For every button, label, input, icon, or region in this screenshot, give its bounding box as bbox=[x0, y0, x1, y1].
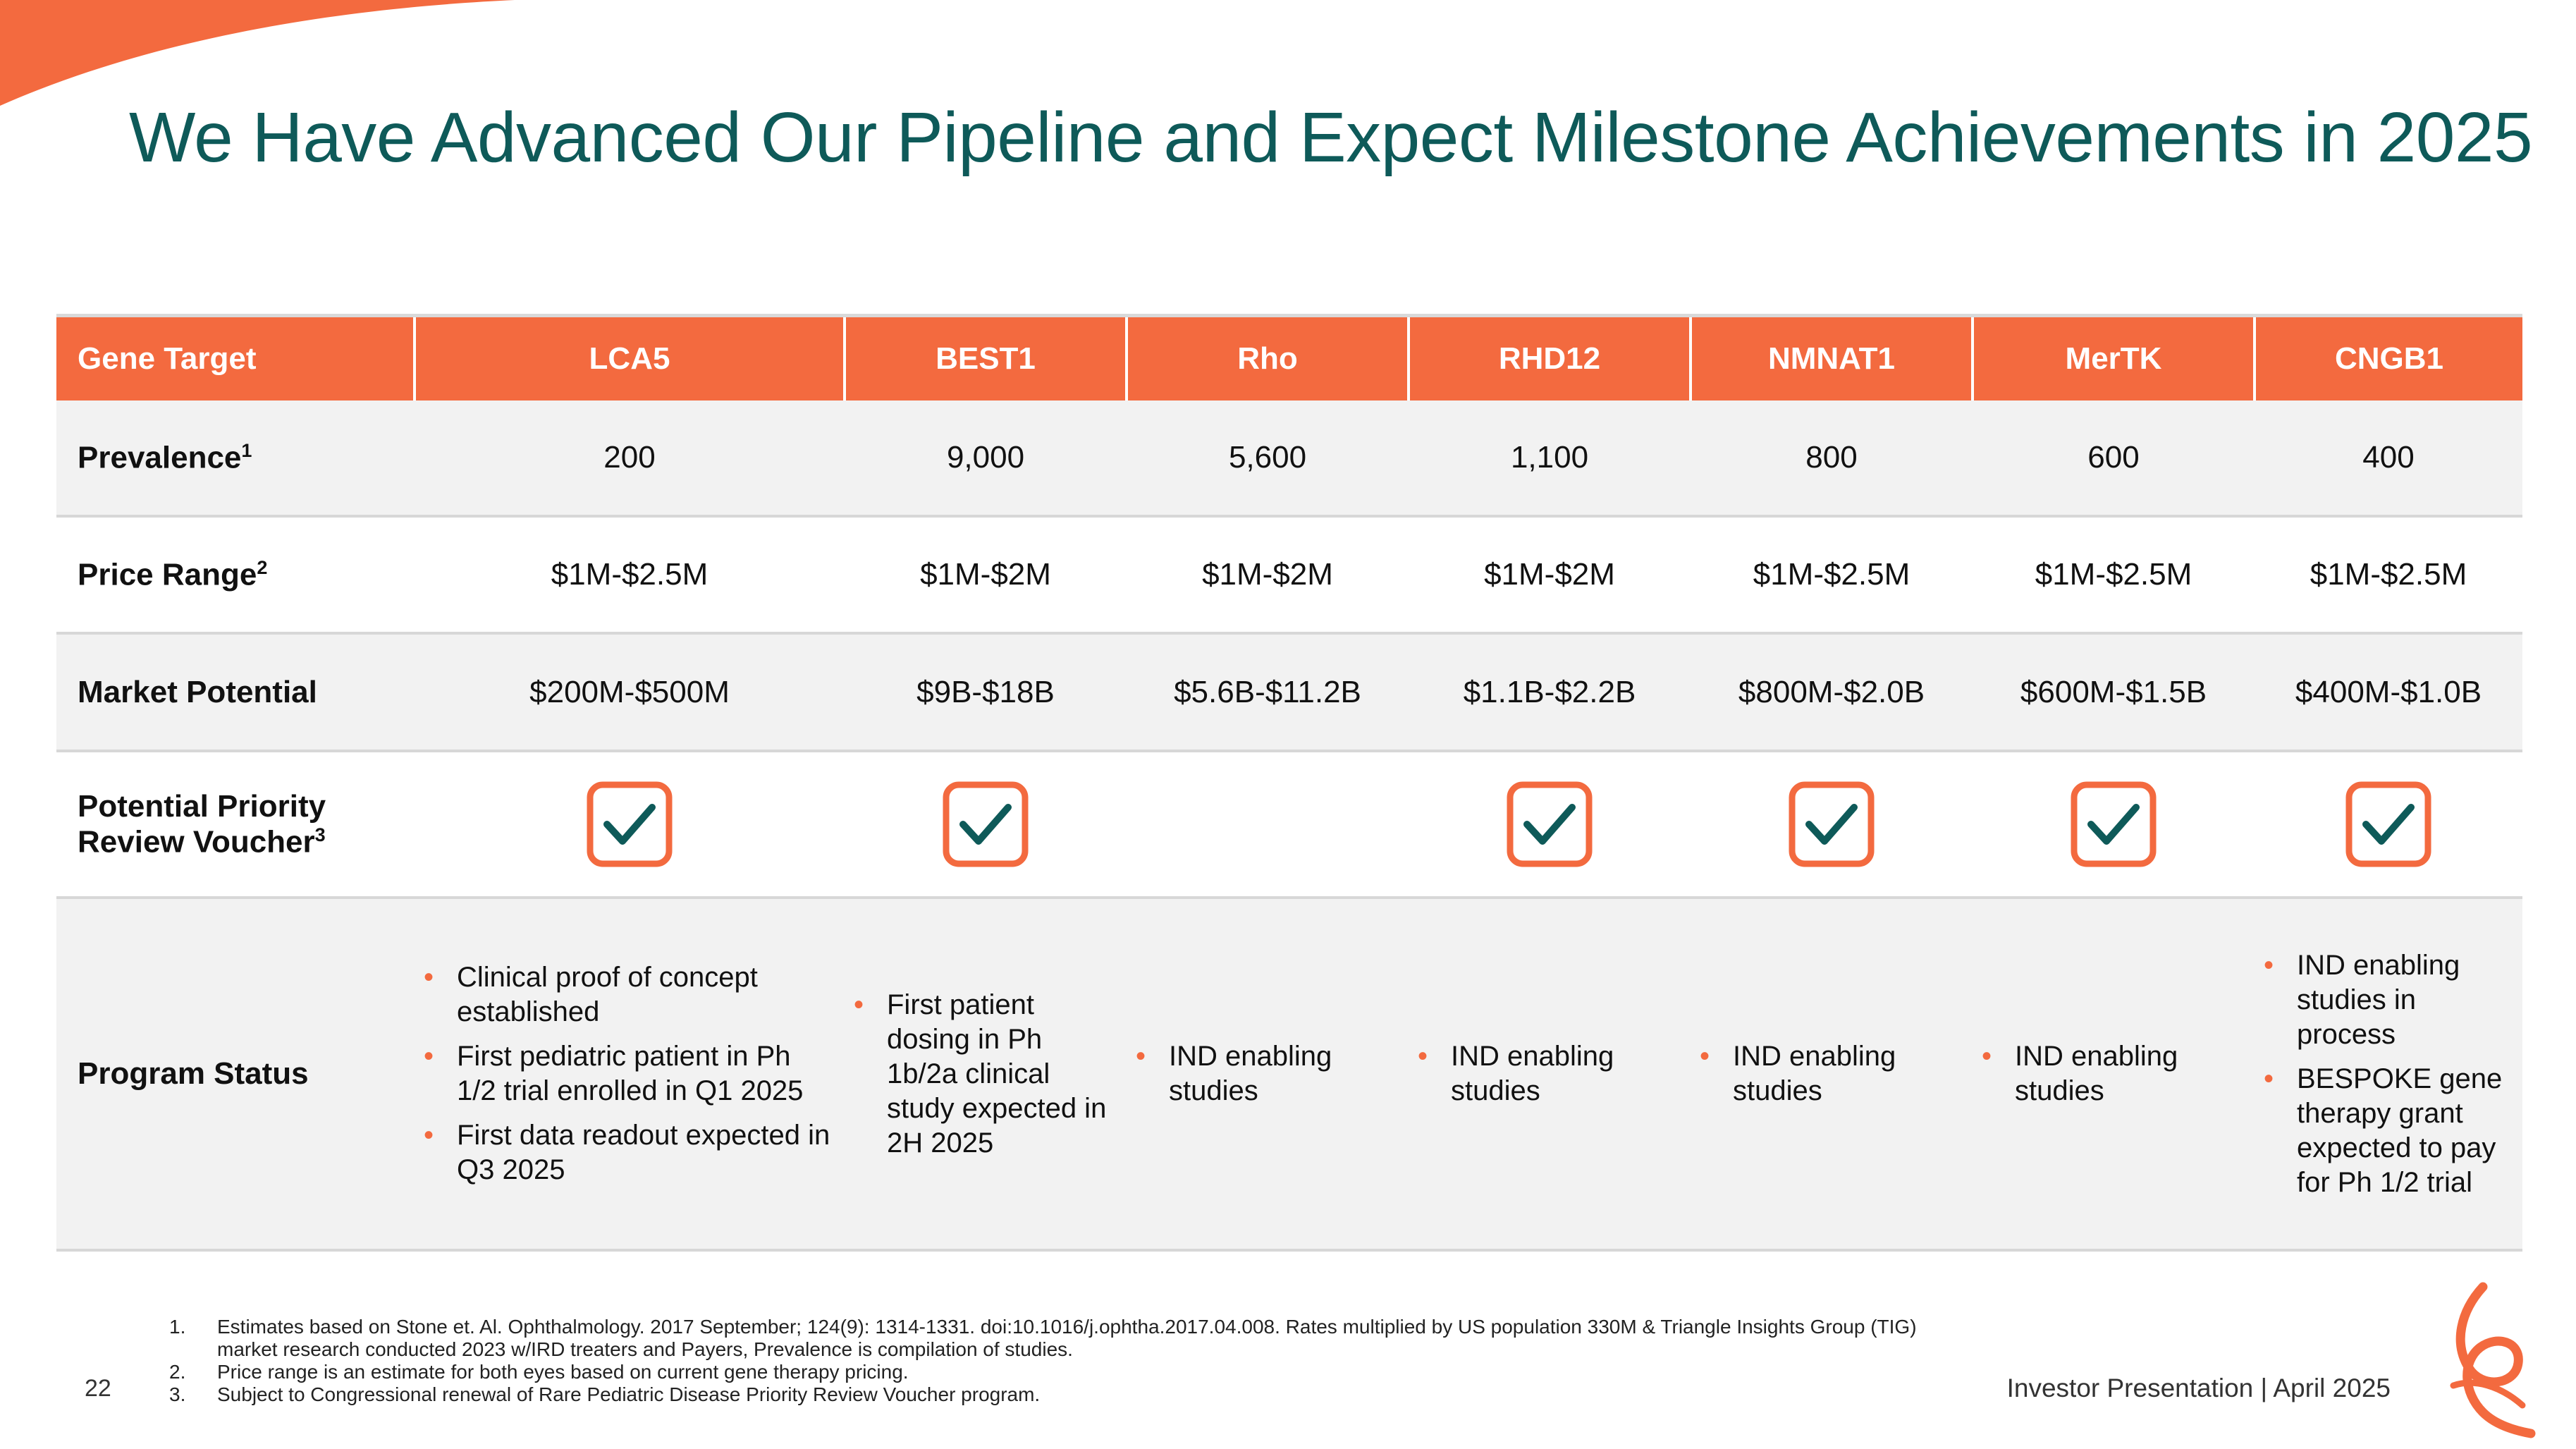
priority-voucher-row: Potential Priority Review Voucher3 bbox=[56, 751, 2522, 899]
target-rho: Rho bbox=[1125, 314, 1409, 401]
market-potential-label: Market Potential bbox=[56, 633, 415, 752]
price-range-cell: $1M-$2M bbox=[1409, 516, 1691, 635]
status-list: IND enabling studies bbox=[1127, 1039, 1409, 1108]
target-mertk: MerTK bbox=[1971, 314, 2255, 401]
prevalence-cell: 9,000 bbox=[845, 401, 1127, 518]
prevalence-label: Prevalence1 bbox=[56, 401, 415, 518]
prevalence-cell: 400 bbox=[2255, 401, 2522, 518]
status-item: IND enabling studies in process bbox=[2255, 948, 2510, 1052]
checkbox-checked-icon bbox=[1507, 781, 1593, 867]
voucher-cell bbox=[1973, 751, 2255, 899]
market-potential-cell: $800M-$2.0B bbox=[1691, 633, 1973, 752]
target-nmnat1: NMNAT1 bbox=[1689, 314, 1973, 401]
footer-label: Investor Presentation | April 2025 bbox=[2006, 1374, 2391, 1402]
price-range-label: Price Range2 bbox=[56, 516, 415, 635]
target-cngb1: CNGB1 bbox=[2253, 314, 2522, 401]
price-range-cell: $1M-$2.5M bbox=[415, 516, 845, 635]
checkbox-checked-icon bbox=[2071, 781, 2157, 867]
status-cell: First patient dosing in Ph 1b/2a clinica… bbox=[845, 898, 1127, 1252]
status-list: IND enabling studies bbox=[1973, 1039, 2255, 1108]
status-item: Clinical proof of concept established bbox=[415, 960, 832, 1029]
market-potential-cell: $5.6B-$11.2B bbox=[1127, 633, 1409, 752]
status-item: IND enabling studies bbox=[1127, 1039, 1396, 1108]
status-item: IND enabling studies bbox=[1691, 1039, 1960, 1108]
checkbox-checked-icon bbox=[1789, 781, 1875, 867]
corner-swoosh-decoration bbox=[0, 0, 515, 106]
prevalence-row: Prevalence1 200 9,000 5,600 1,100 800 60… bbox=[56, 401, 2522, 518]
program-status-label: Program Status bbox=[56, 898, 415, 1252]
page-title: We Have Advanced Our Pipeline and Expect… bbox=[129, 98, 2533, 177]
market-potential-cell: $1.1B-$2.2B bbox=[1409, 633, 1691, 752]
price-range-cell: $1M-$2.5M bbox=[1973, 516, 2255, 635]
status-list: IND enabling studies bbox=[1409, 1039, 1691, 1108]
page-number: 22 bbox=[85, 1375, 111, 1402]
market-potential-cell: $9B-$18B bbox=[845, 633, 1127, 752]
voucher-cell bbox=[1691, 751, 1973, 899]
market-potential-cell: $200M-$500M bbox=[415, 633, 845, 752]
status-cell: Clinical proof of concept established Fi… bbox=[415, 898, 845, 1252]
footnote: 2. Price range is an estimate for both ey… bbox=[169, 1361, 909, 1383]
voucher-cell bbox=[415, 751, 845, 899]
header-row: Gene Target LCA5 BEST1 Rho RHD12 NMNAT1 … bbox=[56, 314, 2522, 401]
status-cell: IND enabling studies bbox=[1127, 898, 1409, 1252]
price-range-row: Price Range2 $1M-$2.5M $1M-$2M $1M-$2M $… bbox=[56, 516, 2522, 635]
status-list: IND enabling studies in process BESPOKE … bbox=[2255, 948, 2522, 1200]
voucher-cell bbox=[2255, 751, 2522, 899]
status-cell: IND enabling studies bbox=[1691, 898, 1973, 1252]
prevalence-cell: 800 bbox=[1691, 401, 1973, 518]
footnote: 1. Estimates based on Stone et. Al. Ophth… bbox=[169, 1316, 1917, 1360]
status-cell: IND enabling studies in process BESPOKE … bbox=[2255, 898, 2522, 1252]
price-range-cell: $1M-$2.5M bbox=[2255, 516, 2522, 635]
status-item: BESPOKE gene therapy grant expected to p… bbox=[2255, 1062, 2510, 1200]
footnote: 3. Subject to Congressional renewal of Ra… bbox=[169, 1383, 1041, 1405]
program-status-row: Program Status Clinical proof of concept… bbox=[56, 898, 2522, 1252]
market-potential-cell: $600M-$1.5B bbox=[1973, 633, 2255, 752]
price-range-cell: $1M-$2.5M bbox=[1691, 516, 1973, 635]
status-item: First data readout expected in Q3 2025 bbox=[415, 1118, 832, 1187]
voucher-cell bbox=[845, 751, 1127, 899]
prevalence-cell: 600 bbox=[1973, 401, 2255, 518]
status-list: First patient dosing in Ph 1b/2a clinica… bbox=[845, 988, 1127, 1161]
status-item: IND enabling studies bbox=[1973, 1039, 2242, 1108]
checkbox-checked-icon bbox=[943, 781, 1029, 867]
prevalence-cell: 5,600 bbox=[1127, 401, 1409, 518]
status-cell: IND enabling studies bbox=[1973, 898, 2255, 1252]
prevalence-cell: 200 bbox=[415, 401, 845, 518]
price-range-cell: $1M-$2M bbox=[1127, 516, 1409, 635]
voucher-cell bbox=[1409, 751, 1691, 899]
footnotes: 1. Estimates based on Stone et. Al. Ophth… bbox=[169, 1316, 1932, 1406]
price-range-cell: $1M-$2M bbox=[845, 516, 1127, 635]
checkbox-checked-icon bbox=[2345, 781, 2431, 867]
target-rhd12: RHD12 bbox=[1407, 314, 1691, 401]
prevalence-cell: 1,100 bbox=[1409, 401, 1691, 518]
checkbox-checked-icon bbox=[587, 781, 673, 867]
status-list: Clinical proof of concept established Fi… bbox=[415, 960, 845, 1187]
status-item: First patient dosing in Ph 1b/2a clinica… bbox=[845, 988, 1114, 1161]
pipeline-table: Gene Target LCA5 BEST1 Rho RHD12 NMNAT1 … bbox=[56, 314, 2522, 1252]
market-potential-row: Market Potential $200M-$500M $9B-$18B $5… bbox=[56, 633, 2522, 752]
voucher-cell bbox=[1127, 751, 1409, 899]
market-potential-cell: $400M-$1.0B bbox=[2255, 633, 2522, 752]
target-lca5: LCA5 bbox=[413, 314, 845, 401]
company-logo-icon bbox=[2450, 1282, 2536, 1438]
status-list: IND enabling studies bbox=[1691, 1039, 1973, 1108]
header-label: Gene Target bbox=[56, 314, 415, 401]
status-cell: IND enabling studies bbox=[1409, 898, 1691, 1252]
priority-voucher-label: Potential Priority Review Voucher3 bbox=[56, 751, 415, 899]
status-item: First pediatric patient in Ph 1/2 trial … bbox=[415, 1039, 832, 1108]
status-item: IND enabling studies bbox=[1409, 1039, 1678, 1108]
target-best1: BEST1 bbox=[843, 314, 1127, 401]
